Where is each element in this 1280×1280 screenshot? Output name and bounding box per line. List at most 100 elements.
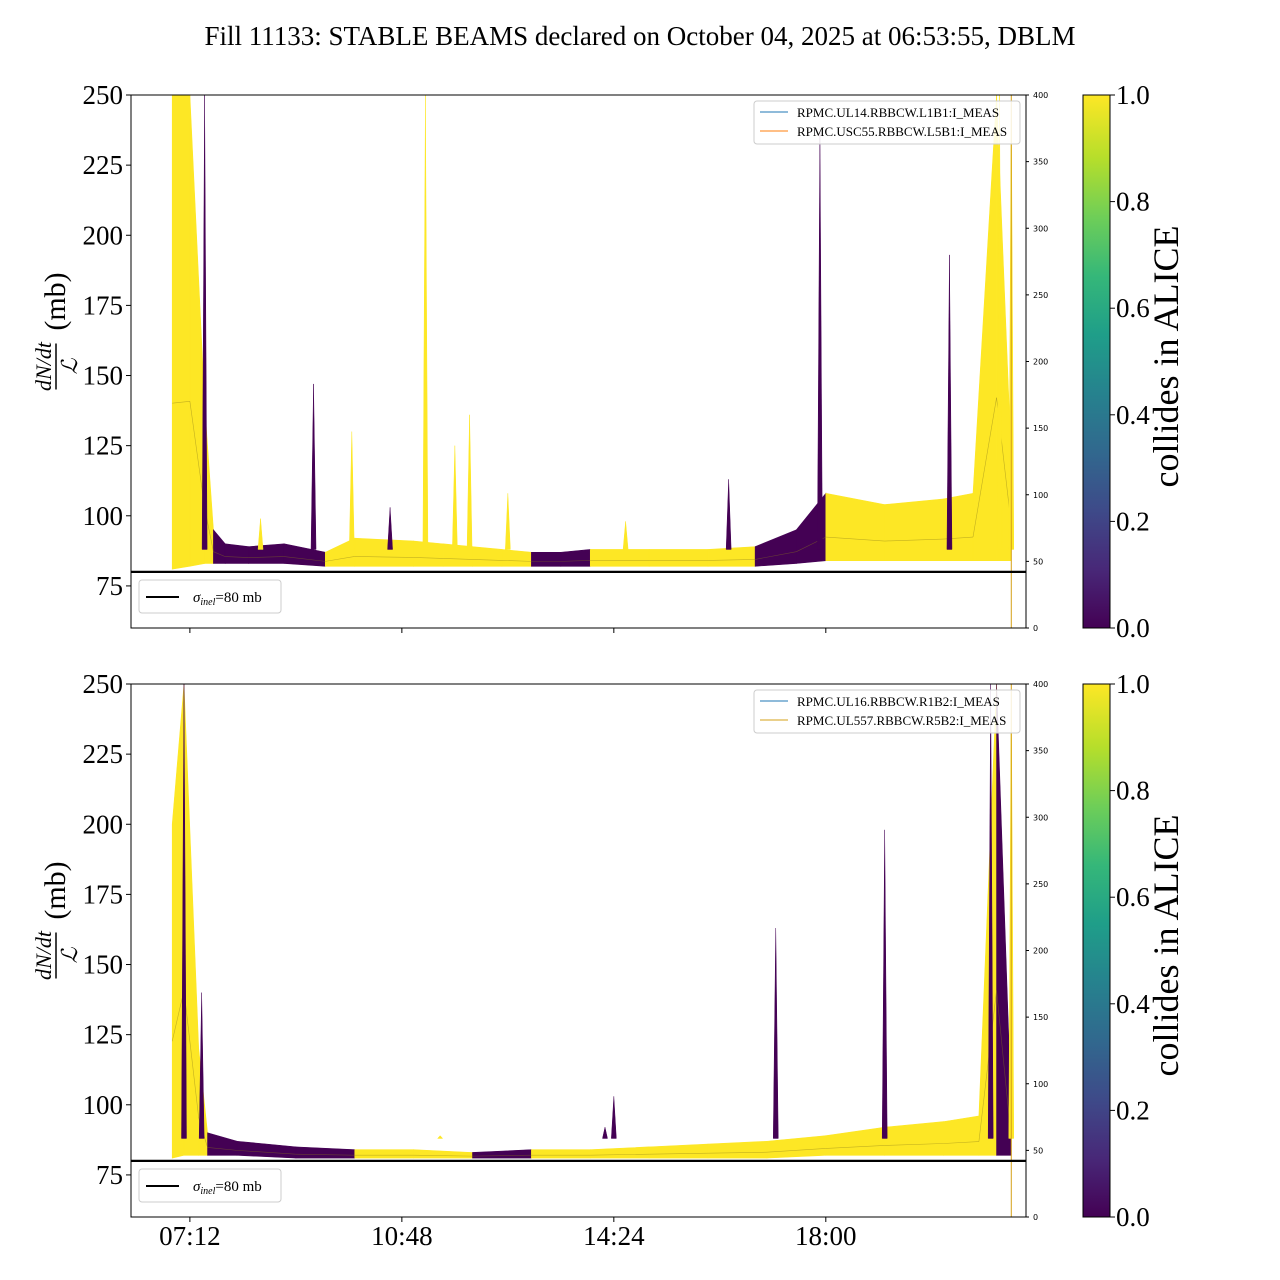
data-band-trace <box>443 558 473 560</box>
y-tick-label: 150 <box>83 361 124 391</box>
colorbar-tick-label: 0.2 <box>1116 506 1150 536</box>
data-band-trace <box>501 560 532 562</box>
sigma-legend-box <box>138 1168 282 1203</box>
data-band-segment <box>825 492 885 561</box>
data-band-trace <box>354 556 414 558</box>
data-band-segment <box>501 549 532 567</box>
data-spike <box>611 1096 617 1139</box>
legend-entry-label: RPMC.UL16.RBBCW.R1B2:I_MEAS <box>797 694 1000 709</box>
y2-tick-label: 300 <box>1033 224 1048 233</box>
data-band-segment <box>283 543 326 567</box>
data-band-segment <box>754 529 797 567</box>
legend-sigma: σinel=80 mb <box>138 579 282 614</box>
y-tick-label: 175 <box>83 290 124 320</box>
plot-area <box>171 684 1015 1217</box>
legend-entry-label: RPMC.UL557.RBBCW.R5B2:I_MEAS <box>797 713 1006 728</box>
colorbar-label: collides in ALICE <box>1146 226 1186 488</box>
data-band-trace <box>225 556 249 558</box>
data-band-segment <box>354 537 414 567</box>
data-band-segment <box>413 1149 473 1159</box>
data-band-segment <box>766 1135 827 1159</box>
data-band-segment <box>472 546 503 567</box>
legend-box <box>753 689 1021 734</box>
colorbar-gradient <box>1082 94 1111 629</box>
legend-entry-label: RPMC.USC55.RBBCW.L5B1:I_MEAS <box>797 124 1007 139</box>
x-tick-label: 10:48 <box>371 1221 433 1251</box>
data-spike <box>201 95 208 550</box>
data-band-segment <box>972 95 997 561</box>
data-band-segment <box>248 543 285 564</box>
data-band-trace <box>172 401 190 404</box>
data-band-trace <box>413 1154 473 1157</box>
data-band-trace <box>978 990 997 1142</box>
data-spike <box>996 95 1003 550</box>
colorbar: 0.0 0.2 0.4 0.6 0.8 1.0 collides in ALICE <box>1082 80 1186 643</box>
y2-tick-label: 0 <box>1033 624 1038 633</box>
y-axis-label: dN/dt ℒ (mb) <box>31 861 82 980</box>
data-band-segment <box>589 549 650 567</box>
x-tick-label: 07:12 <box>159 1221 221 1251</box>
y-tick-label: 150 <box>83 950 124 980</box>
y-label-denominator: ℒ <box>57 357 82 374</box>
sigma-legend-box <box>138 579 282 614</box>
colorbar-gradient <box>1082 683 1111 1218</box>
y2-tick-label: 400 <box>1033 91 1048 100</box>
y2-tick-label: 0 <box>1033 1213 1038 1222</box>
y-tick-label: 100 <box>83 501 124 531</box>
y2-tick-label: 250 <box>1033 291 1048 300</box>
data-band-segment <box>707 546 756 567</box>
y-tick-label: 125 <box>83 1020 124 1050</box>
y-tick-label: 200 <box>83 220 124 250</box>
colorbar-tick-label: 0.4 <box>1116 400 1150 430</box>
data-band-trace <box>325 556 355 562</box>
data-band-segment <box>413 540 444 567</box>
y-tick-label: 200 <box>83 809 124 839</box>
y2-tick-label: 50 <box>1033 557 1043 566</box>
colorbar-tick-label: 1.0 <box>1116 669 1150 699</box>
data-band-segment <box>825 1126 885 1156</box>
data-band-segment <box>472 1149 532 1159</box>
data-band-segment <box>224 543 250 564</box>
sigma-legend-label: σinel=80 mb <box>193 590 262 608</box>
y2-tick-label: 350 <box>1033 158 1048 167</box>
data-band-trace <box>236 1150 296 1155</box>
y-tick-label: 100 <box>83 1090 124 1120</box>
data-band-trace <box>295 1153 355 1156</box>
data-band-segment <box>560 549 591 567</box>
data-band-segment <box>943 1115 980 1156</box>
y-tick-label: 75 <box>96 571 123 601</box>
y2-tick-label: 350 <box>1033 747 1048 756</box>
y2-tick-label: 150 <box>1033 1013 1048 1022</box>
data-band-segment <box>648 1143 709 1159</box>
data-band-segment <box>236 1140 297 1159</box>
colorbar-tick-label: 0.6 <box>1116 882 1150 912</box>
y2-tick-label: 100 <box>1033 1080 1048 1089</box>
data-spike <box>310 383 317 550</box>
data-band-segment <box>207 1132 238 1156</box>
legend-top-right: RPMC.UL16.RBBCW.R1B2:I_MEAS RPMC.UL557.RB… <box>753 689 1021 734</box>
data-band-trace <box>884 538 944 542</box>
y2-tick-label: 50 <box>1033 1146 1043 1155</box>
data-band-segment <box>978 684 997 1156</box>
y-tick-label: 225 <box>83 150 124 180</box>
data-band-segment <box>531 551 562 567</box>
data-band-trace <box>649 1152 709 1155</box>
data-band-trace <box>207 1147 238 1151</box>
data-band-trace <box>560 560 591 562</box>
legend-entry-label: RPMC.UL14.RBBCW.L1B1:I_MEAS <box>797 105 999 120</box>
data-band-segment <box>295 1146 356 1159</box>
data-band-trace <box>825 536 885 542</box>
y-tick-label: 250 <box>83 669 124 699</box>
data-spike <box>817 131 823 550</box>
data-spike <box>505 493 511 550</box>
y-label-unit: (mb) <box>39 861 72 919</box>
y2-tick-label: 200 <box>1033 947 1048 956</box>
colorbar-tick-label: 0.0 <box>1116 613 1150 643</box>
y-tick-label: 250 <box>83 80 124 110</box>
data-spike <box>622 521 629 550</box>
y-label-denominator: ℒ <box>57 946 82 963</box>
colorbar-tick-label: 0.6 <box>1116 293 1150 323</box>
data-spike <box>773 928 779 1139</box>
data-spike <box>466 414 473 550</box>
